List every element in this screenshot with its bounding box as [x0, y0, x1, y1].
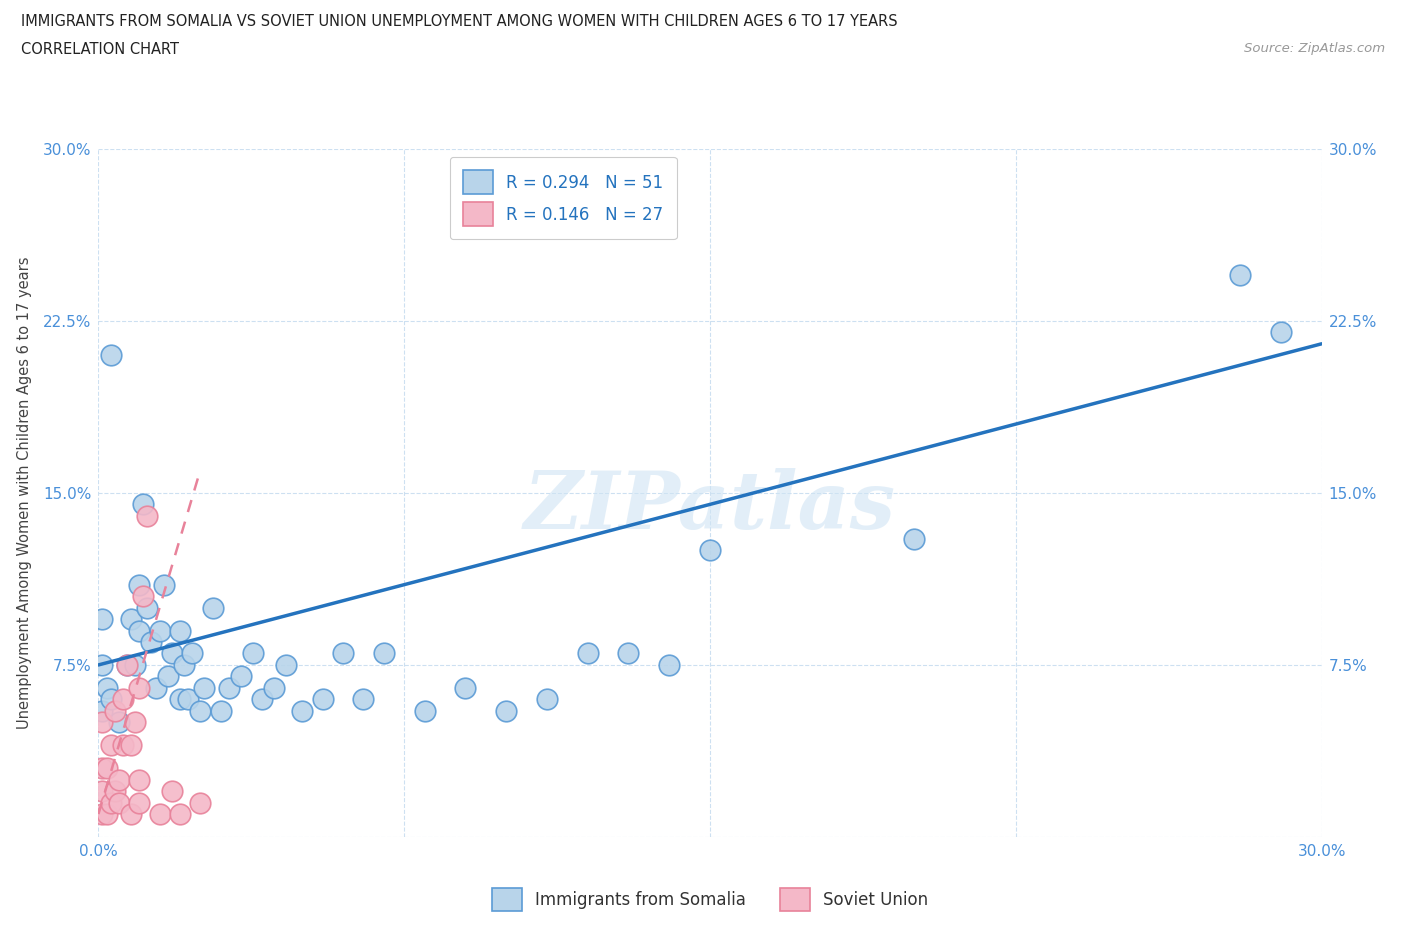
Point	[141, 634, 163, 649]
Point	[108, 715, 131, 730]
Point	[169, 806, 191, 821]
Point	[536, 692, 558, 707]
Point	[100, 795, 122, 810]
Point	[128, 623, 150, 638]
Point	[104, 703, 127, 718]
Point	[91, 784, 114, 799]
Point	[231, 669, 253, 684]
Point	[173, 658, 195, 672]
Point	[699, 543, 721, 558]
Point	[120, 612, 142, 627]
Point	[181, 646, 204, 661]
Point	[903, 531, 925, 546]
Point	[132, 589, 155, 604]
Point	[120, 806, 142, 821]
Point	[177, 692, 200, 707]
Point	[124, 715, 146, 730]
Point	[352, 692, 374, 707]
Point	[91, 806, 114, 821]
Point	[115, 658, 138, 672]
Point	[274, 658, 297, 672]
Point	[188, 703, 212, 718]
Point	[111, 692, 134, 707]
Point	[209, 703, 232, 718]
Point	[128, 795, 150, 810]
Point	[413, 703, 436, 718]
Point	[136, 509, 159, 524]
Point	[128, 772, 150, 787]
Point	[96, 681, 118, 696]
Text: CORRELATION CHART: CORRELATION CHART	[21, 42, 179, 57]
Point	[373, 646, 395, 661]
Point	[132, 497, 155, 512]
Point	[495, 703, 517, 718]
Point	[152, 578, 174, 592]
Point	[658, 658, 681, 672]
Point	[169, 692, 191, 707]
Point	[91, 761, 114, 776]
Point	[160, 646, 183, 661]
Point	[115, 658, 138, 672]
Point	[96, 806, 118, 821]
Point	[91, 612, 114, 627]
Point	[1270, 325, 1292, 339]
Point	[128, 681, 150, 696]
Point	[100, 692, 122, 707]
Point	[108, 795, 131, 810]
Point	[149, 806, 172, 821]
Text: ZIPatlas: ZIPatlas	[524, 468, 896, 545]
Point	[291, 703, 314, 718]
Point	[136, 600, 159, 615]
Point	[91, 703, 114, 718]
Point	[156, 669, 179, 684]
Point	[160, 784, 183, 799]
Point	[108, 772, 131, 787]
Point	[1229, 268, 1251, 283]
Text: Source: ZipAtlas.com: Source: ZipAtlas.com	[1244, 42, 1385, 55]
Point	[96, 761, 118, 776]
Point	[91, 658, 114, 672]
Point	[111, 737, 134, 752]
Point	[250, 692, 273, 707]
Point	[218, 681, 240, 696]
Point	[124, 658, 146, 672]
Point	[91, 715, 114, 730]
Point	[193, 681, 215, 696]
Point	[145, 681, 167, 696]
Text: IMMIGRANTS FROM SOMALIA VS SOVIET UNION UNEMPLOYMENT AMONG WOMEN WITH CHILDREN A: IMMIGRANTS FROM SOMALIA VS SOVIET UNION …	[21, 14, 897, 29]
Point	[188, 795, 212, 810]
Point	[100, 348, 122, 363]
Legend: Immigrants from Somalia, Soviet Union: Immigrants from Somalia, Soviet Union	[485, 882, 935, 918]
Point	[120, 737, 142, 752]
Point	[576, 646, 599, 661]
Point	[149, 623, 172, 638]
Point	[100, 737, 122, 752]
Point	[312, 692, 335, 707]
Point	[104, 784, 127, 799]
Point	[454, 681, 477, 696]
Point	[201, 600, 224, 615]
Point	[242, 646, 264, 661]
Point	[617, 646, 640, 661]
Point	[332, 646, 354, 661]
Point	[263, 681, 285, 696]
Point	[128, 578, 150, 592]
Y-axis label: Unemployment Among Women with Children Ages 6 to 17 years: Unemployment Among Women with Children A…	[17, 257, 32, 729]
Point	[169, 623, 191, 638]
